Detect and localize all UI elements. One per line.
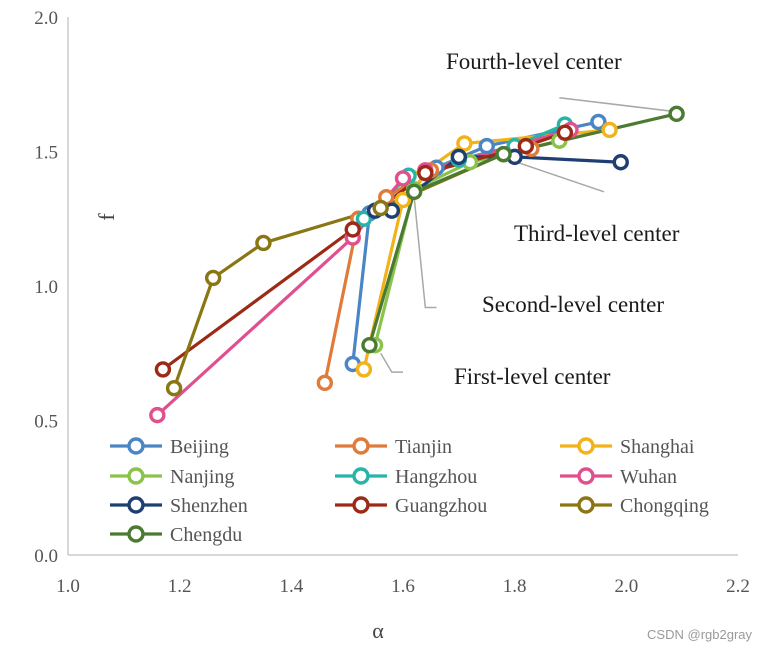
series-line-chengdu bbox=[367, 112, 677, 346]
data-point-chengdu bbox=[668, 105, 685, 123]
data-point-beijing bbox=[478, 137, 495, 155]
data-point-guangzhou bbox=[517, 137, 535, 155]
legend-item-tianjin: Tianjin bbox=[335, 436, 452, 458]
legend-item-guangzhou: Guangzhou bbox=[335, 495, 487, 517]
legend-swatch-marker bbox=[352, 437, 370, 455]
data-point-wuhan bbox=[394, 170, 412, 187]
x-tick-labels: 1.0 1.2 1.4 1.6 1.8 2.0 2.2 bbox=[56, 576, 750, 597]
data-point-shanghai bbox=[601, 121, 618, 139]
x-tick-label: 2.0 bbox=[614, 576, 638, 597]
series-points bbox=[149, 105, 685, 424]
annotations: Fourth-level center Third-level center Sec… bbox=[446, 49, 680, 389]
legend-label: Guangzhou bbox=[395, 495, 487, 517]
legend-swatch-marker bbox=[352, 467, 370, 485]
annotation-label: Third-level center bbox=[514, 221, 680, 246]
y-tick-label: 2.0 bbox=[34, 8, 58, 29]
data-point-chongqing bbox=[255, 234, 272, 252]
data-point-guangzhou bbox=[154, 361, 172, 378]
legend-swatch-marker bbox=[127, 467, 145, 485]
watermark: CSDN @rgb2gray bbox=[647, 627, 752, 642]
data-point-shenzhen bbox=[612, 154, 629, 171]
legend-label: Shanghai bbox=[620, 436, 695, 458]
y-tick-label: 1.5 bbox=[34, 143, 58, 164]
data-point-wuhan bbox=[149, 406, 166, 424]
legend-item-shenzhen: Shenzhen bbox=[110, 495, 248, 517]
data-point-chengdu bbox=[361, 336, 378, 354]
legend-label: Tianjin bbox=[395, 436, 452, 458]
legend-swatch-marker bbox=[577, 467, 595, 485]
legend-label: Nanjing bbox=[170, 466, 234, 488]
annotation-leader-line bbox=[508, 158, 605, 193]
data-point-shanghai bbox=[456, 135, 473, 152]
x-tick-label: 2.2 bbox=[726, 576, 750, 597]
annotation-label: Fourth-level center bbox=[446, 49, 622, 74]
legend-label: Shenzhen bbox=[170, 495, 248, 517]
legend-item-chongqing: Chongqing bbox=[560, 495, 709, 517]
y-tick-label: 0.5 bbox=[34, 412, 58, 433]
annotation-leader-line bbox=[380, 352, 403, 373]
data-point-tianjin bbox=[316, 374, 334, 392]
x-tick-label: 1.2 bbox=[168, 576, 192, 597]
legend-swatch-marker bbox=[127, 525, 145, 543]
legend-label: Beijing bbox=[170, 436, 229, 458]
annotation-label: First-level center bbox=[454, 364, 611, 389]
legend-item-hangzhou: Hangzhou bbox=[335, 466, 477, 488]
annotation-leader-line bbox=[413, 197, 437, 309]
data-point-beijing bbox=[590, 113, 607, 131]
data-point-guangzhou bbox=[556, 124, 574, 141]
legend-label: Chengdu bbox=[170, 524, 242, 546]
legend-swatch-marker bbox=[352, 496, 370, 514]
legend-swatch-marker bbox=[127, 496, 145, 514]
legend-label: Chongqing bbox=[620, 495, 709, 517]
axes bbox=[67, 17, 738, 556]
data-point-shenzhen bbox=[450, 148, 468, 166]
data-point-chengdu bbox=[405, 183, 423, 201]
y-axis-title: f bbox=[94, 213, 119, 221]
legend-label: Hangzhou bbox=[395, 466, 477, 488]
legend-swatch-marker bbox=[127, 437, 145, 455]
legend-item-wuhan: Wuhan bbox=[560, 466, 677, 488]
legend-item-beijing: Beijing bbox=[110, 436, 229, 458]
data-point-chongqing bbox=[204, 269, 222, 287]
annotation-leader-line bbox=[559, 96, 672, 112]
data-point-shanghai bbox=[355, 361, 373, 378]
y-tick-label: 0.0 bbox=[34, 546, 58, 567]
y-tick-labels: 0.0 0.5 1.0 1.5 2.0 bbox=[34, 8, 58, 567]
x-tick-label: 1.8 bbox=[503, 576, 527, 597]
legend: Beijing Tianjin Shanghai Nanjing Hangzhou Wuh… bbox=[110, 436, 709, 546]
data-point-chengdu bbox=[495, 145, 512, 163]
data-point-guangzhou bbox=[417, 164, 434, 182]
legend-item-shanghai: Shanghai bbox=[560, 436, 695, 458]
data-point-chongqing bbox=[372, 199, 389, 217]
data-point-guangzhou bbox=[344, 221, 361, 238]
x-tick-label: 1.0 bbox=[56, 576, 80, 597]
series-line-shanghai bbox=[362, 128, 610, 370]
annotation-leaders bbox=[380, 96, 672, 373]
y-tick-label: 1.0 bbox=[34, 277, 58, 298]
legend-label: Wuhan bbox=[620, 466, 677, 488]
x-tick-label: 1.4 bbox=[279, 576, 303, 597]
data-point-shanghai bbox=[394, 191, 412, 209]
legend-swatch-marker bbox=[577, 496, 595, 514]
x-tick-label: 1.6 bbox=[391, 576, 415, 597]
legend-item-chengdu: Chengdu bbox=[110, 524, 242, 546]
legend-swatch-marker bbox=[577, 437, 595, 455]
annotation-label: Second-level center bbox=[482, 292, 664, 317]
legend-item-nanjing: Nanjing bbox=[110, 466, 234, 488]
data-point-hangzhou bbox=[355, 210, 373, 227]
x-axis-title: α bbox=[372, 618, 384, 643]
data-point-chongqing bbox=[165, 380, 183, 397]
